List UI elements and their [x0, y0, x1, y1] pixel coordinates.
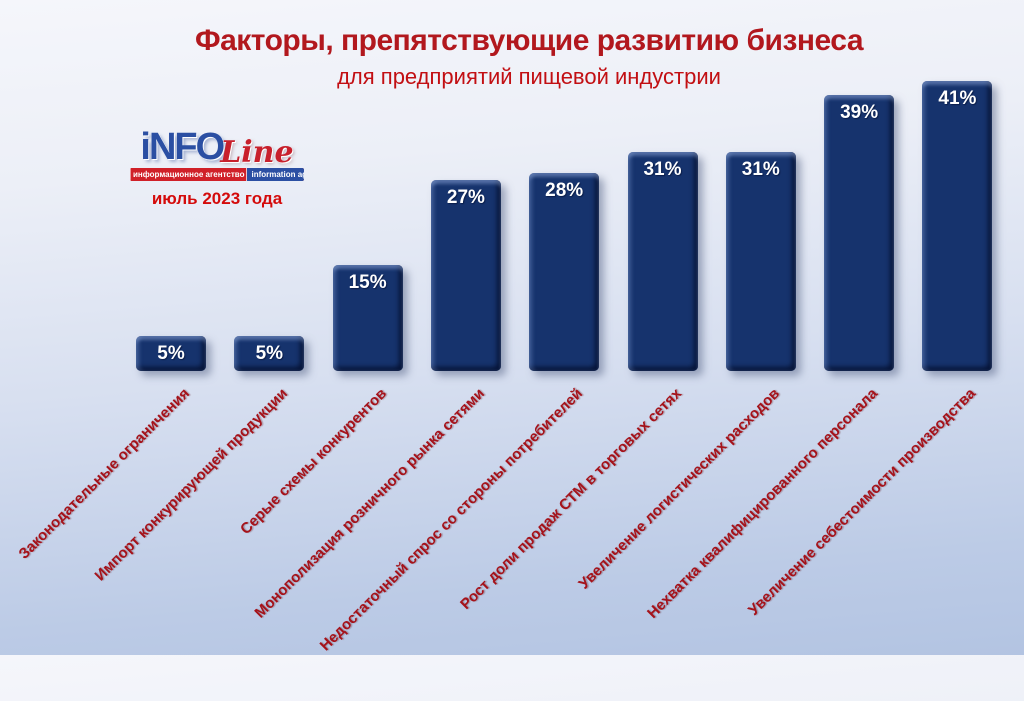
- bar: 27%: [430, 180, 501, 371]
- bar-chart: 5% Законодательные ограничения 5% Импорт ко…: [15, 81, 993, 654]
- bar-value-label: 5%: [255, 343, 284, 364]
- bar-value-label: 5%: [157, 343, 185, 364]
- bar: 5%: [234, 336, 305, 371]
- chart-header: Факторы, препятствующие развитию бизнеса…: [0, 24, 1024, 90]
- bar-value-label: 28%: [545, 180, 584, 201]
- bar: 41%: [922, 81, 993, 371]
- tagline-left-cap: [130, 168, 131, 181]
- bar: 39%: [824, 95, 895, 371]
- infoline-logo-tagline: информационное агентство information age…: [130, 168, 304, 181]
- bar: 31%: [627, 152, 698, 371]
- bar: 28%: [529, 173, 600, 371]
- chart-subtitle: для предприятий пищевой индустрии: [337, 64, 721, 89]
- bar: 15%: [332, 265, 403, 371]
- bar-value-label: 39%: [840, 102, 879, 123]
- bar-value-label: 27%: [446, 187, 485, 208]
- bar-value-label: 41%: [938, 88, 977, 109]
- infoline-logo-text-line: Line: [220, 135, 294, 170]
- tagline-en-label: information agency: [246, 168, 304, 181]
- report-date: июль 2023 года: [151, 189, 283, 208]
- infoline-logo-text-info: iNFO: [140, 126, 225, 168]
- infoline-logo: iNFO Line информационное агентство infor…: [130, 124, 304, 209]
- infoline-logo-wordmark: iNFO Line: [130, 124, 304, 170]
- infographic-canvas: { "header": { "title": "Факторы, препятс…: [0, 0, 1024, 655]
- chart-title: Факторы, препятствующие развитию бизнеса: [194, 24, 864, 57]
- bar-value-label: 31%: [643, 159, 682, 180]
- bar-value-label: 15%: [348, 272, 387, 293]
- bar: 5%: [136, 336, 206, 371]
- bar-value-label: 31%: [741, 159, 780, 180]
- bar: 31%: [725, 152, 796, 371]
- tagline-ru-label: информационное агентство: [131, 168, 247, 181]
